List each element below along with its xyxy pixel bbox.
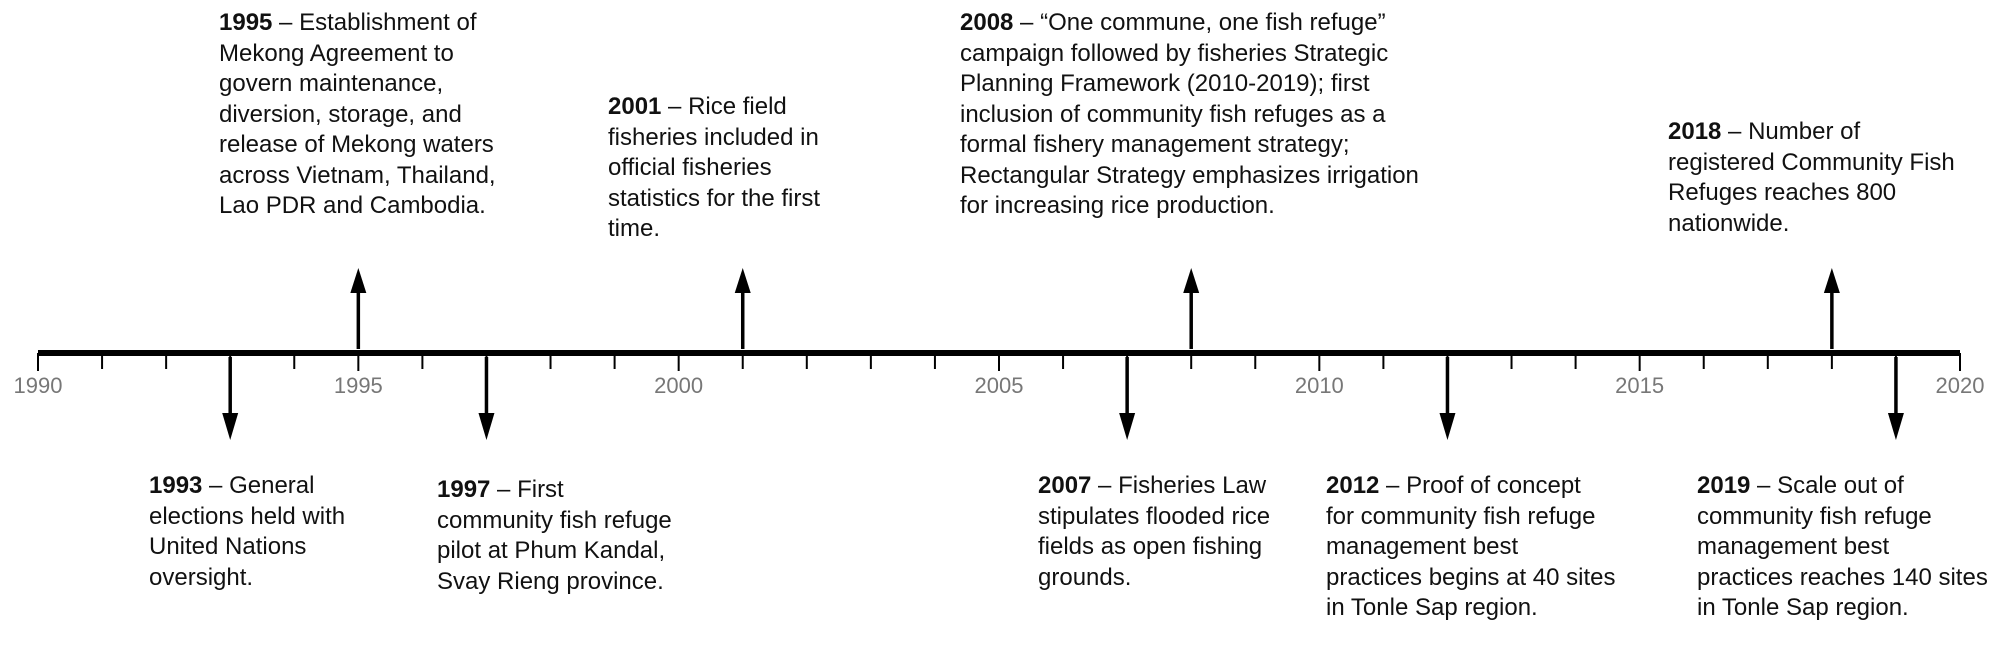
- event-1997-line: Svay Rieng province.: [437, 567, 664, 595]
- event-2012-year: 2012: [1326, 472, 1380, 499]
- event-1993-desc: – General: [202, 472, 315, 499]
- event-2008-desc: – “One commune, one fish refuge”: [1013, 9, 1386, 36]
- event-arrow-2019-head: [1887, 413, 1904, 440]
- event-2012-line: management best: [1326, 533, 1519, 560]
- event-2019-desc: – Scale out of: [1750, 472, 1904, 499]
- event-2012-line: for community fish refuge: [1326, 502, 1596, 530]
- event-2019-line: practices reaches 140 sites: [1697, 563, 1988, 591]
- event-2008-year: 2008: [960, 9, 1014, 36]
- event-1993-line: oversight.: [149, 563, 254, 591]
- event-arrow-1997-head: [478, 413, 495, 440]
- event-2001-line: 2001 – Rice field: [608, 92, 820, 123]
- event-2018-year: 2018: [1668, 118, 1722, 145]
- event-1993-year: 1993: [149, 472, 203, 499]
- event-2007-year: 2007: [1038, 472, 1092, 499]
- event-1995-line: across Vietnam, Thailand,: [219, 161, 496, 189]
- event-1995-line: Mekong Agreement to: [219, 39, 454, 67]
- event-2008-line: campaign followed by fisheries Strategic: [960, 39, 1389, 67]
- event-arrow-1995-head: [350, 268, 367, 293]
- event-2007-line: 2007 – Fisheries Law: [1038, 471, 1270, 502]
- event-2008-line: formal fishery management strategy;: [960, 131, 1350, 158]
- event-2007-line: grounds.: [1038, 563, 1132, 591]
- event-2019-line: community fish refuge: [1697, 502, 1932, 530]
- event-2007-line: stipulates flooded rice: [1038, 502, 1271, 530]
- event-2001-line: time.: [608, 215, 661, 242]
- event-arrow-2018-head: [1823, 268, 1840, 293]
- event-2001-year: 2001: [608, 93, 662, 120]
- tick-label-2000: 2000: [654, 373, 704, 398]
- event-2008-line: for increasing rice production.: [960, 192, 1275, 219]
- event-2007-line: fields as open fishing: [1038, 533, 1263, 560]
- event-arrow-2007-head: [1119, 413, 1136, 440]
- tick-label-2020: 2020: [1935, 373, 1985, 398]
- event-2012-line: 2012 – Proof of concept: [1326, 471, 1616, 502]
- event-2008-line: inclusion of community fish refuges as a: [960, 100, 1386, 128]
- event-arrow-2008-head: [1183, 268, 1200, 293]
- event-2007: 2007 – Fisheries Law stipulates flooded r…: [1038, 471, 1270, 593]
- event-1995: 1995 – Establishment of Mekong Agreement …: [219, 8, 496, 222]
- tick-label-2015: 2015: [1615, 373, 1665, 398]
- event-1997-line: pilot at Phum Kandal,: [437, 537, 666, 564]
- event-2018-desc: – Number of: [1721, 118, 1861, 145]
- event-2008-line: Rectangular Strategy emphasizes irrigati…: [960, 161, 1419, 189]
- event-2019-year: 2019: [1697, 472, 1751, 499]
- event-2001-line: statistics for the first: [608, 184, 821, 212]
- event-1995-line: 1995 – Establishment of: [219, 8, 496, 39]
- event-2001-line: official fisheries: [608, 154, 772, 181]
- event-2019: 2019 – Scale out of community fish refuge…: [1697, 471, 1988, 624]
- event-2008-line: 2008 – “One commune, one fish refuge”: [960, 8, 1419, 39]
- event-2008-line: Planning Framework (2010-2019); first: [960, 70, 1370, 97]
- event-1995-year: 1995: [219, 9, 273, 36]
- event-2018-line: 2018 – Number of: [1668, 117, 1955, 148]
- event-arrow-1993-head: [222, 413, 239, 440]
- event-1995-line: Lao PDR and Cambodia.: [219, 192, 486, 219]
- event-1993: 1993 – General elections held with United …: [149, 471, 345, 593]
- event-1995-line: diversion, storage, and: [219, 100, 462, 128]
- tick-label-1990: 1990: [13, 373, 63, 398]
- event-2019-line: in Tonle Sap region.: [1697, 594, 1909, 621]
- event-2019-line: 2019 – Scale out of: [1697, 471, 1988, 502]
- event-arrow-2001-head: [734, 268, 751, 293]
- event-2012-line: in Tonle Sap region.: [1326, 594, 1538, 621]
- event-1997-line: community fish refuge: [437, 506, 672, 534]
- event-1997-desc: – First: [490, 476, 564, 503]
- event-1993-line: United Nations: [149, 533, 307, 560]
- event-2001: 2001 – Rice field fisheries included in of…: [608, 92, 820, 245]
- event-1997: 1997 – First community fish refuge pilot a…: [437, 475, 672, 597]
- event-2012-line: practices begins at 40 sites: [1326, 563, 1616, 591]
- event-2007-desc: – Fisheries Law: [1091, 472, 1267, 499]
- event-1997-year: 1997: [437, 476, 491, 503]
- event-1995-line: release of Mekong waters: [219, 131, 494, 158]
- tick-label-2010: 2010: [1294, 373, 1344, 398]
- event-2018-line: Refuges reaches 800: [1668, 179, 1897, 206]
- event-2012-desc: – Proof of concept: [1379, 472, 1581, 499]
- event-2018: 2018 – Number of registered Community Fis…: [1668, 117, 1955, 239]
- event-2019-line: management best: [1697, 533, 1890, 560]
- event-2018-line: registered Community Fish: [1668, 148, 1955, 176]
- event-1995-line: govern maintenance,: [219, 70, 444, 97]
- event-2012: 2012 – Proof of concept for community fis…: [1326, 471, 1616, 624]
- event-2001-line: fisheries included in: [608, 123, 819, 151]
- event-2018-line: nationwide.: [1668, 209, 1790, 237]
- tick-label-2005: 2005: [974, 373, 1024, 398]
- event-arrow-2012-head: [1439, 413, 1456, 440]
- event-1997-line: 1997 – First: [437, 475, 672, 506]
- event-1993-line: elections held with: [149, 502, 346, 530]
- event-1995-desc: – Establishment of: [272, 9, 477, 36]
- event-2008: 2008 – “One commune, one fish refuge” cam…: [960, 8, 1419, 222]
- event-2001-desc: – Rice field: [661, 93, 787, 120]
- tick-label-1995: 1995: [333, 373, 383, 398]
- event-1993-line: 1993 – General: [149, 471, 345, 502]
